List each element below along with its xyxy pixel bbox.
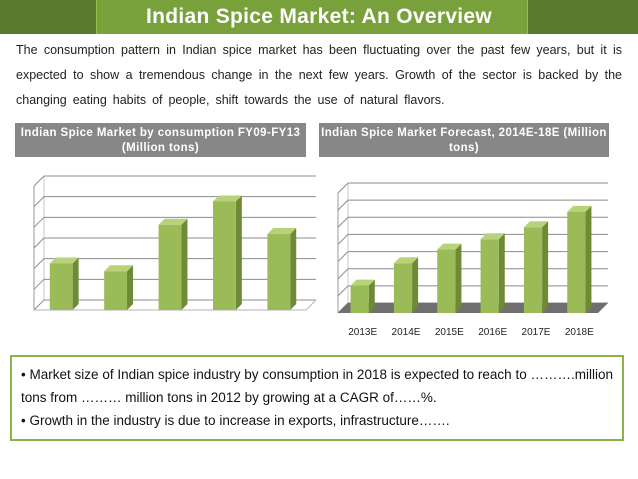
bar-front	[480, 239, 499, 313]
bar-front	[49, 263, 73, 310]
bar	[267, 228, 297, 310]
bar-front	[158, 224, 182, 310]
bar-side	[498, 233, 505, 313]
bar-side	[455, 243, 462, 313]
bullet-growth: • Growth in the industry is due to incre…	[21, 413, 450, 428]
bar-front	[567, 211, 586, 313]
x-tick-label: 2018E	[565, 327, 594, 338]
right-chart-title: Indian Spice Market Forecast, 2014E-18E …	[319, 123, 609, 157]
bar-top	[212, 195, 242, 202]
x-tick-label: 2014E	[392, 327, 421, 338]
bar-front	[393, 263, 413, 313]
bar-side	[585, 205, 592, 313]
bar-side	[181, 218, 188, 310]
bar-side	[235, 195, 242, 310]
bar	[480, 233, 505, 313]
bar	[437, 243, 462, 313]
bar-side	[368, 279, 375, 313]
bar-side	[290, 228, 297, 310]
bar-top	[480, 233, 505, 240]
gridline	[33, 196, 316, 208]
page-title: Indian Spice Market: An Overview	[145, 5, 493, 28]
bar	[523, 221, 549, 313]
left-chart-title: Indian Spice Market by consumption FY09-…	[15, 123, 306, 157]
gridline	[337, 251, 608, 262]
bar-front	[104, 271, 128, 310]
bullet-market-size: • Market size of Indian spice industry b…	[21, 367, 613, 405]
bar-top	[523, 221, 549, 228]
bar	[212, 195, 242, 310]
gridline	[337, 216, 608, 228]
bar-top	[267, 228, 297, 235]
bar	[350, 279, 375, 313]
consumption-bar-chart	[33, 175, 317, 311]
title-bar: Indian Spice Market: An Overview	[0, 0, 638, 34]
title-band	[96, 0, 528, 34]
gridline	[337, 199, 608, 211]
bar-side	[72, 257, 79, 310]
bar-front	[437, 249, 456, 313]
bar-top	[104, 265, 134, 272]
bar	[393, 257, 419, 313]
bar-front	[212, 201, 236, 310]
gridline	[33, 175, 316, 187]
gridline	[337, 233, 608, 245]
x-tick-label: 2015E	[435, 327, 464, 338]
x-tick-label: 2013E	[348, 327, 377, 338]
bar	[104, 265, 134, 310]
gridline	[337, 182, 608, 194]
bar-top	[393, 257, 419, 264]
intro-paragraph: The consumption pattern in Indian spice …	[16, 43, 622, 107]
bar	[158, 218, 188, 310]
key-points-box: • Market size of Indian spice industry b…	[10, 355, 624, 441]
x-tick-label: 2017E	[522, 327, 551, 338]
bar	[567, 205, 592, 313]
gridline	[337, 268, 608, 280]
bar-top	[437, 243, 462, 250]
forecast-bar-chart: 2013E 2014E 2015E 2016E 2017E 2018E	[337, 182, 608, 338]
bar-top	[158, 218, 188, 225]
gridline	[337, 285, 608, 297]
bar-top	[350, 279, 375, 286]
bar-top	[49, 257, 79, 264]
bar	[49, 257, 79, 310]
bar-top	[567, 205, 592, 212]
bar-front	[523, 227, 543, 313]
bar-side	[412, 257, 419, 313]
bar-front	[267, 234, 291, 310]
bar-side	[127, 265, 134, 310]
bar-front	[350, 285, 369, 313]
x-tick-label: 2016E	[478, 327, 507, 338]
bar-side	[542, 221, 549, 313]
